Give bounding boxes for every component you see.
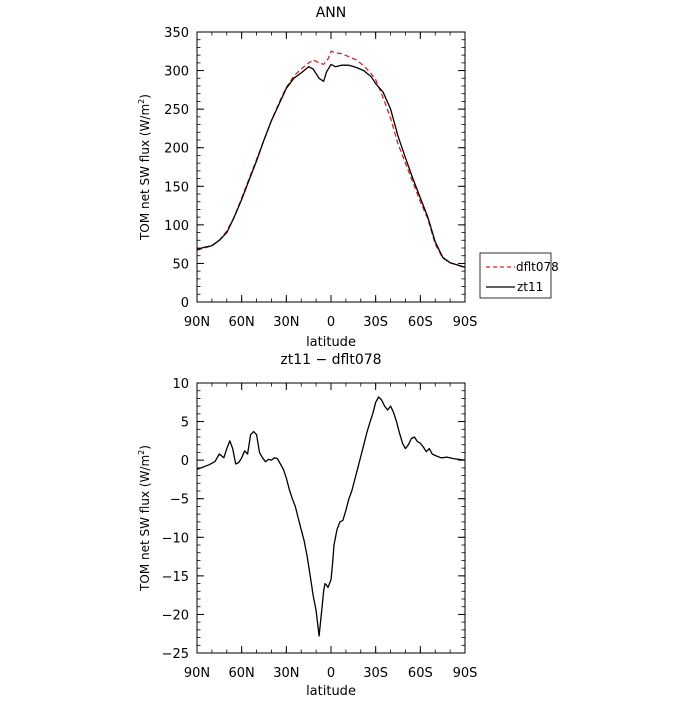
bottom-y-tick-label: −5 (170, 493, 189, 508)
bottom-y-tick-label: 0 (181, 454, 189, 469)
top-chart-title: ANN (316, 5, 347, 21)
bottom-x-tick-label: 60S (408, 666, 433, 681)
bottom-y-tick-label: −10 (162, 531, 189, 546)
top-x-tick-label: 60S (408, 315, 433, 330)
top-y-tick-label: 300 (164, 65, 189, 80)
top-y-tick-label: 100 (164, 219, 189, 234)
bottom-x-tick-label: 90S (453, 666, 478, 681)
legend-label-dflt078: dflt078 (516, 260, 559, 274)
top-y-axis-label: TOM net SW flux (W/m2) (137, 94, 152, 241)
top-y-tick-label: 350 (164, 26, 189, 41)
bottom-y-axis-label-close: ) (138, 445, 152, 450)
top-y-tick-label: 200 (164, 142, 189, 157)
top-series-lines (196, 50, 466, 269)
bottom-plot-frame (196, 382, 466, 654)
bottom-x-tick-label: 30N (273, 666, 299, 681)
bottom-y-tick-label: −20 (162, 608, 189, 623)
top-x-tick-label: 30N (273, 315, 299, 330)
top-y-axis-label-main: TOM net SW flux (W/m (138, 104, 152, 241)
top-y-axis: 0 50 100 150 200 250 300 350 (164, 26, 465, 311)
bottom-y-axis-label: TOM net SW flux (W/m2) (137, 445, 152, 592)
bottom-y-tick-label: −15 (162, 570, 189, 585)
top-y-tick-label: 0 (181, 296, 189, 311)
top-series-line-dflt078 (196, 50, 466, 269)
bottom-series-lines (196, 396, 466, 637)
top-y-axis-label-close: ) (138, 94, 152, 99)
bottom-y-axis-label-sup: 2 (137, 450, 146, 455)
top-y-tick-label: 50 (172, 257, 189, 272)
legend: dflt078 zt11 (479, 252, 559, 299)
legend-label-zt11: zt11 (517, 280, 543, 294)
top-x-tick-label: 60N (229, 315, 255, 330)
bottom-panel: zt11 − dflt078 −25 −20 −15 −10 −5 0 5 10 90N 60N… (137, 352, 477, 699)
bottom-y-tick-label: −25 (162, 647, 189, 662)
top-x-axis: 90N 60N 30N 0 30S 60S 90S (184, 32, 478, 330)
top-series-line-zt11 (196, 63, 466, 268)
bottom-x-tick-label: 90N (184, 666, 210, 681)
top-panel: ANN 0 50 100 150 200 250 300 350 90N 60N 30N 0 30S 6… (137, 5, 559, 350)
bottom-y-tick-label: 5 (181, 416, 189, 431)
top-x-tick-label: 90N (184, 315, 210, 330)
top-y-tick-label: 250 (164, 103, 189, 118)
top-x-tick-label: 0 (327, 315, 335, 330)
bottom-chart-title: zt11 − dflt078 (280, 352, 381, 368)
top-y-axis-label-sup: 2 (137, 99, 146, 104)
bottom-x-tick-label: 30S (363, 666, 388, 681)
top-x-tick-label: 90S (453, 315, 478, 330)
bottom-y-axis: −25 −20 −15 −10 −5 0 5 10 (162, 377, 465, 662)
bottom-y-tick-label: 10 (172, 377, 189, 392)
bottom-y-axis-label-main: TOM net SW flux (W/m (138, 455, 152, 592)
top-x-axis-label: latitude (306, 335, 356, 350)
bottom-x-tick-label: 60N (229, 666, 255, 681)
bottom-series-line-difference (196, 396, 466, 637)
legend-box (479, 252, 552, 299)
top-x-tick-label: 30S (363, 315, 388, 330)
bottom-x-axis: 90N 60N 30N 0 30S 60S 90S (184, 383, 478, 681)
top-plot-frame (196, 31, 466, 303)
bottom-x-axis-label: latitude (306, 684, 356, 699)
top-y-tick-label: 150 (164, 180, 189, 195)
bottom-x-tick-label: 0 (327, 666, 335, 681)
